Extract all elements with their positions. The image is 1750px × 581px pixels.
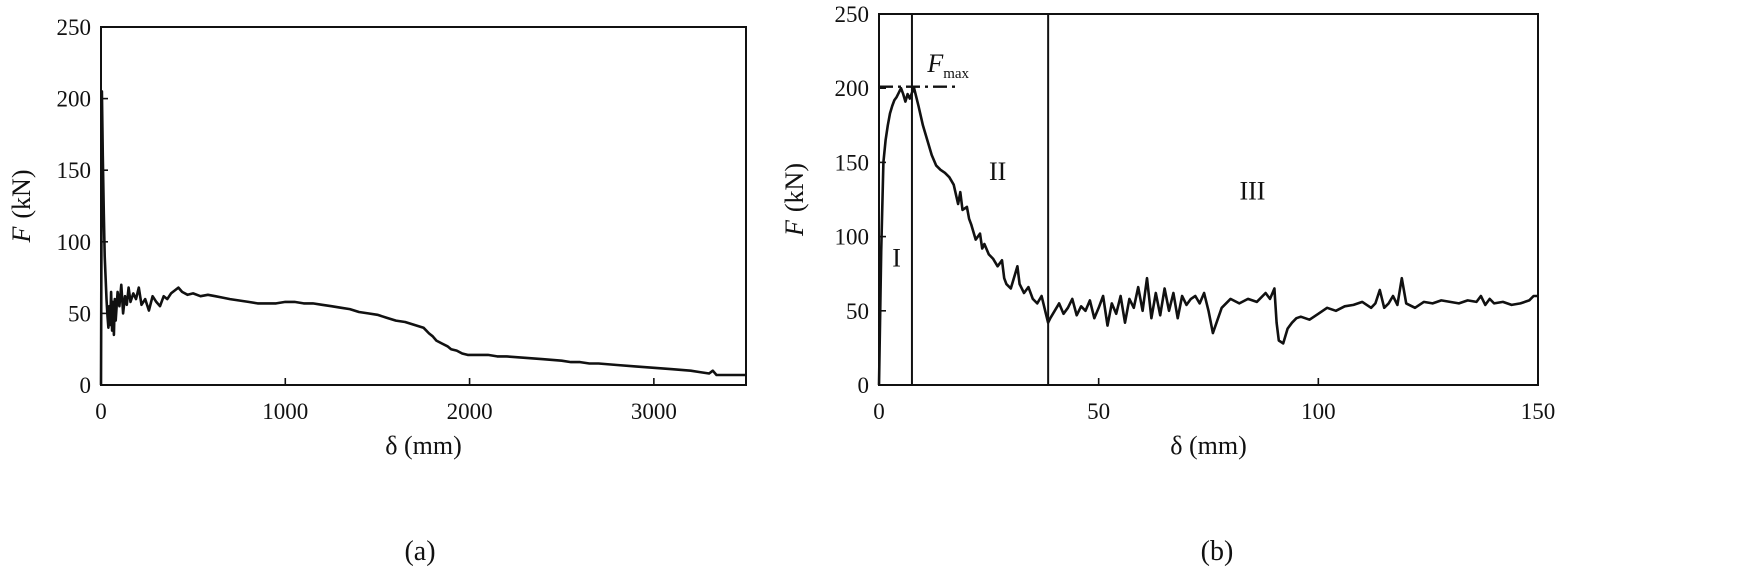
region-label-iii: III (1239, 177, 1265, 206)
chart-panel-a: 0 50 100 150 200 250 0 1000 2000 3000 δ (mm) F (kN) (… (7, 15, 747, 567)
y-tick-label: 100 (835, 225, 870, 250)
y-tick-label: 150 (57, 158, 92, 183)
x-tick-label: 0 (95, 399, 107, 424)
y-tick-label: 200 (57, 87, 92, 112)
y-tick-label: 50 (68, 301, 91, 326)
region-label-ii: II (989, 157, 1006, 186)
x-axis-label: δ (mm) (1170, 431, 1247, 460)
x-tick-label: 150 (1521, 399, 1556, 424)
y-axis-variable: F (7, 225, 36, 243)
x-tick-label: 3000 (631, 399, 677, 424)
y-tick-label: 150 (835, 150, 870, 175)
y-tick-label: 200 (835, 76, 870, 101)
y-axis-label: F (kN) (7, 170, 36, 244)
force-displacement-curve (99, 90, 746, 386)
force-displacement-curve (877, 86, 1538, 386)
y-axis-variable: F (780, 219, 809, 237)
x-tick-label: 50 (1087, 399, 1110, 424)
y-axis-unit: (kN) (780, 163, 809, 212)
y-axis-label: F (kN) (780, 163, 809, 237)
x-axis-label: δ (mm) (385, 431, 462, 460)
y-tick-label: 250 (835, 2, 870, 27)
panel-label: (b) (1201, 536, 1234, 567)
fmax-label-subscript: max (943, 66, 969, 82)
region-label-i: I (892, 243, 901, 272)
x-tick-label: 100 (1301, 399, 1336, 424)
fmax-label: Fmax (926, 49, 969, 82)
panel-label: (a) (404, 536, 435, 567)
y-tick-label: 0 (858, 373, 870, 398)
x-tick-label: 2000 (447, 399, 493, 424)
y-tick-label: 50 (846, 299, 869, 324)
x-tick-label: 1000 (262, 399, 308, 424)
y-tick-label: 0 (80, 373, 92, 398)
y-tick-label: 100 (57, 230, 92, 255)
plot-frame (100, 26, 747, 386)
y-axis-unit: (kN) (7, 170, 36, 219)
fmax-label-variable: F (926, 49, 944, 78)
plot-frame (878, 13, 1539, 386)
x-tick-label: 0 (873, 399, 885, 424)
y-tick-label: 250 (57, 15, 92, 40)
